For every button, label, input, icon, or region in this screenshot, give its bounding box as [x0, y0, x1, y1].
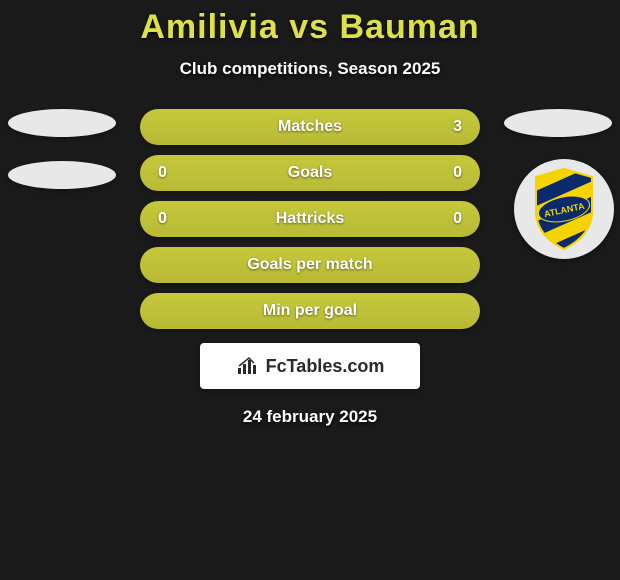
stat-right-value: 3 [453, 118, 462, 136]
shield-icon: ATLANTA [530, 167, 598, 251]
stat-row-goals: 0 Goals 0 [140, 155, 480, 191]
site-logo[interactable]: FcTables.com [200, 343, 420, 389]
stat-label: Min per goal [263, 302, 357, 320]
bar-chart-icon [236, 356, 260, 376]
page-title: Amilivia vs Bauman [0, 8, 620, 47]
stat-left-value: 0 [158, 210, 167, 228]
stat-right-value: 0 [453, 210, 462, 228]
content-container: Amilivia vs Bauman Club competitions, Se… [0, 0, 620, 427]
stat-row-goals-per-match: Goals per match [140, 247, 480, 283]
logo-text: FcTables.com [266, 356, 385, 377]
stat-right-value: 0 [453, 164, 462, 182]
stats-area: ATLANTA Matches 3 0 Goals 0 0 Hattricks … [0, 109, 620, 329]
stat-label: Goals per match [247, 256, 372, 274]
stat-label: Hattricks [276, 210, 344, 228]
subtitle: Club competitions, Season 2025 [0, 59, 620, 79]
left-player-marker-1 [8, 109, 116, 137]
stat-row-matches: Matches 3 [140, 109, 480, 145]
stat-left-value: 0 [158, 164, 167, 182]
stat-row-min-per-goal: Min per goal [140, 293, 480, 329]
stat-row-hattricks: 0 Hattricks 0 [140, 201, 480, 237]
right-player-marker [504, 109, 612, 137]
left-player-marker-2 [8, 161, 116, 189]
team-badge: ATLANTA [514, 159, 614, 259]
stat-label: Goals [288, 164, 332, 182]
stat-label: Matches [278, 118, 342, 136]
footer-date: 24 february 2025 [0, 407, 620, 427]
